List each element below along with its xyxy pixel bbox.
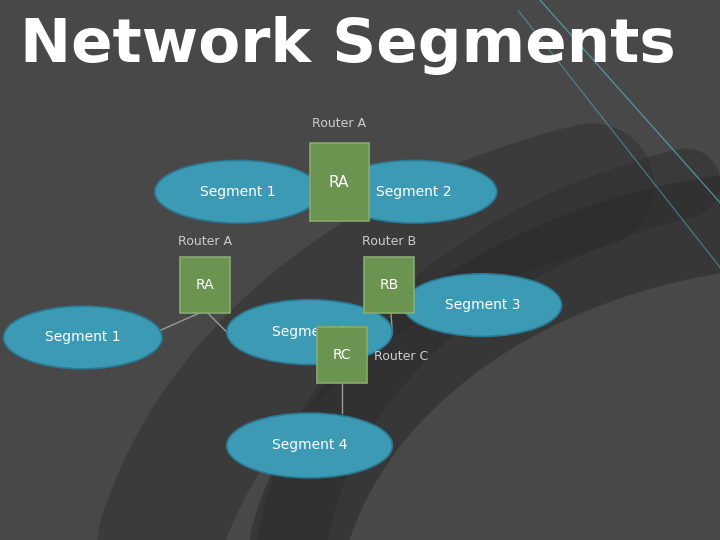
Text: Network Segments: Network Segments (20, 16, 676, 75)
Ellipse shape (403, 274, 562, 336)
Text: RC: RC (333, 348, 351, 362)
Text: Segment 2: Segment 2 (272, 325, 347, 339)
FancyBboxPatch shape (364, 256, 414, 313)
Ellipse shape (227, 300, 392, 365)
FancyBboxPatch shape (310, 143, 369, 221)
Text: Router C: Router C (374, 350, 428, 363)
Text: RA: RA (196, 278, 215, 292)
Text: Segment 4: Segment 4 (272, 438, 347, 453)
Ellipse shape (227, 413, 392, 478)
FancyBboxPatch shape (317, 327, 367, 383)
Text: Router B: Router B (361, 235, 416, 248)
Text: Segment 1: Segment 1 (199, 185, 276, 199)
Text: Router A: Router A (179, 235, 232, 248)
FancyBboxPatch shape (180, 256, 230, 313)
Text: Router A: Router A (312, 117, 366, 130)
Text: Segment 1: Segment 1 (45, 330, 121, 345)
Text: Segment 2: Segment 2 (377, 185, 451, 199)
Ellipse shape (155, 160, 320, 223)
Ellipse shape (331, 160, 497, 223)
Text: Segment 3: Segment 3 (445, 298, 520, 312)
Text: RB: RB (379, 278, 398, 292)
Ellipse shape (4, 306, 162, 369)
Text: RA: RA (329, 175, 349, 190)
